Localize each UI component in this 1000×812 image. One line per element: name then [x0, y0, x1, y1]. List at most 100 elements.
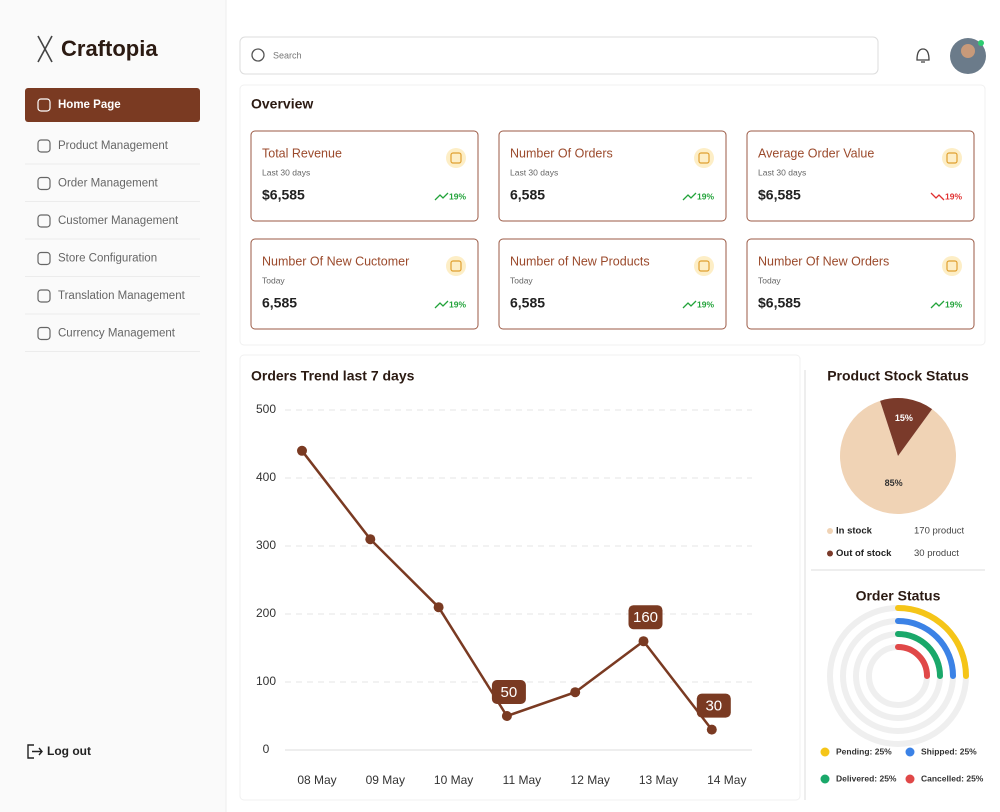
- y-tick-label: 0: [263, 742, 270, 756]
- nav-icon: [37, 98, 51, 112]
- y-tick-label: 500: [256, 402, 276, 416]
- card-change: 19%: [945, 299, 962, 309]
- stat-card: [250, 130, 479, 222]
- card-period: Last 30 days: [510, 167, 558, 177]
- x-tick-label: 09 May: [366, 773, 405, 787]
- nav-active: [25, 88, 200, 122]
- legend-label: Shipped: 25%: [921, 746, 977, 756]
- point: [638, 636, 649, 647]
- trend-arrow: [434, 300, 449, 309]
- x-tick-label: 13 May: [639, 773, 678, 787]
- nav-icon: [37, 214, 51, 228]
- nav-item[interactable]: Customer Management: [58, 215, 179, 227]
- nav-item[interactable]: Translation Management: [58, 290, 186, 302]
- value-label: 160: [633, 609, 658, 626]
- card-title: Number Of New Orders: [758, 254, 889, 268]
- legend-label: In stock: [836, 526, 873, 537]
- pie-slice: [840, 400, 957, 514]
- nav-item[interactable]: Store Configuration: [58, 253, 157, 265]
- chart-title: Order Status: [856, 588, 941, 604]
- trend-panel: [239, 354, 801, 801]
- card-title: Number of New Products: [510, 254, 650, 268]
- card-title: Average Order Value: [758, 146, 874, 160]
- card-icon-glyph: [698, 152, 710, 164]
- y-tick-label: 400: [256, 470, 276, 484]
- ring-arc: [895, 644, 930, 679]
- logout[interactable]: Log out: [27, 744, 91, 759]
- legend-detail: 30 product: [914, 548, 959, 559]
- sidebar: [0, 0, 226, 812]
- value-label-box: [628, 605, 663, 630]
- ring-arc: [895, 631, 943, 679]
- avatar-face: [961, 44, 975, 58]
- card-title: Total Revenue: [262, 146, 342, 160]
- legend-dot: [827, 550, 833, 557]
- x-tick-label: 12 May: [571, 773, 610, 787]
- card-title: Number Of Orders: [510, 146, 613, 160]
- trend-arrow: [682, 192, 697, 201]
- trend-arrow: [682, 300, 697, 309]
- card-icon: [942, 148, 962, 168]
- card-title: Number Of New Cuctomer: [262, 254, 409, 268]
- card-icon: [942, 256, 962, 276]
- logout-label[interactable]: Log out: [47, 744, 91, 758]
- card-value: $6,585: [262, 187, 305, 203]
- slice-label: 85%: [885, 478, 903, 488]
- x-tick-label: 14 May: [707, 773, 746, 787]
- x-tick-label: 11 May: [503, 773, 541, 787]
- card-icon: [694, 148, 714, 168]
- legend-dot: [905, 747, 915, 757]
- card-icon-glyph: [946, 260, 958, 272]
- legend-dot: [827, 528, 833, 534]
- point: [433, 602, 444, 613]
- legend-dot: [905, 774, 915, 784]
- card-icon: [446, 256, 466, 276]
- y-tick-label: 100: [256, 674, 276, 688]
- stat-card: [746, 238, 975, 330]
- nav-item[interactable]: Home Page: [58, 99, 121, 111]
- nav-icon: [37, 251, 51, 266]
- point: [706, 724, 717, 735]
- nav-icon: [37, 289, 51, 303]
- stat-card: [498, 130, 727, 222]
- stat-card: [498, 238, 727, 330]
- nav-item[interactable]: Product Management: [58, 140, 169, 152]
- nav-icon: [37, 139, 51, 153]
- legend-dot: [820, 774, 830, 784]
- logo-icon: [37, 35, 53, 63]
- nav-icon: [37, 176, 51, 191]
- card-icon: [446, 148, 466, 168]
- notification-bell[interactable]: [916, 48, 930, 63]
- brand: Craftopia: [61, 36, 158, 61]
- value-label-box: [491, 680, 526, 704]
- slice-label: 15%: [895, 413, 913, 423]
- point: [570, 687, 581, 698]
- ring-arc: [895, 605, 969, 679]
- value-label: 30: [705, 698, 722, 715]
- card-icon: [694, 256, 714, 276]
- logout-icon: [27, 744, 43, 759]
- legend-label: Delivered: 25%: [836, 773, 897, 783]
- card-change: 19%: [697, 191, 714, 201]
- search-box[interactable]: [239, 36, 879, 75]
- online-dot: [978, 40, 984, 46]
- trend-arrow: [434, 192, 449, 201]
- card-period: Last 30 days: [262, 167, 310, 177]
- x-tick-label: 08 May: [297, 773, 336, 787]
- card-icon-glyph: [450, 152, 462, 164]
- card-icon-glyph: [698, 260, 710, 272]
- card-value: 6,585: [262, 295, 297, 311]
- stat-card: [746, 130, 975, 222]
- nav-item[interactable]: Order Management: [58, 178, 159, 190]
- nav-icon: [37, 326, 51, 341]
- x-tick-label: 10 May: [434, 773, 473, 787]
- overview-title: Overview: [251, 96, 313, 112]
- nav-item[interactable]: Currency Management: [58, 328, 176, 340]
- card-value: $6,585: [758, 187, 801, 203]
- chart-title: Product Stock Status: [827, 368, 969, 384]
- legend-detail: 170 product: [914, 526, 965, 537]
- card-icon-glyph: [946, 152, 958, 164]
- legend-label: Pending: 25%: [836, 746, 892, 756]
- card-value: 6,585: [510, 187, 545, 203]
